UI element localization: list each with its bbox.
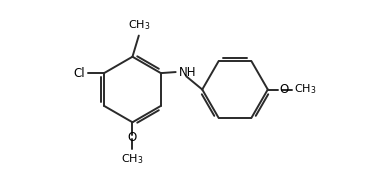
Text: CH$_3$: CH$_3$	[294, 83, 317, 96]
Text: NH: NH	[178, 66, 196, 79]
Text: Cl: Cl	[74, 67, 85, 80]
Text: CH$_3$: CH$_3$	[121, 152, 144, 166]
Text: O: O	[279, 83, 289, 96]
Text: O: O	[128, 130, 137, 144]
Text: CH$_3$: CH$_3$	[127, 19, 150, 32]
